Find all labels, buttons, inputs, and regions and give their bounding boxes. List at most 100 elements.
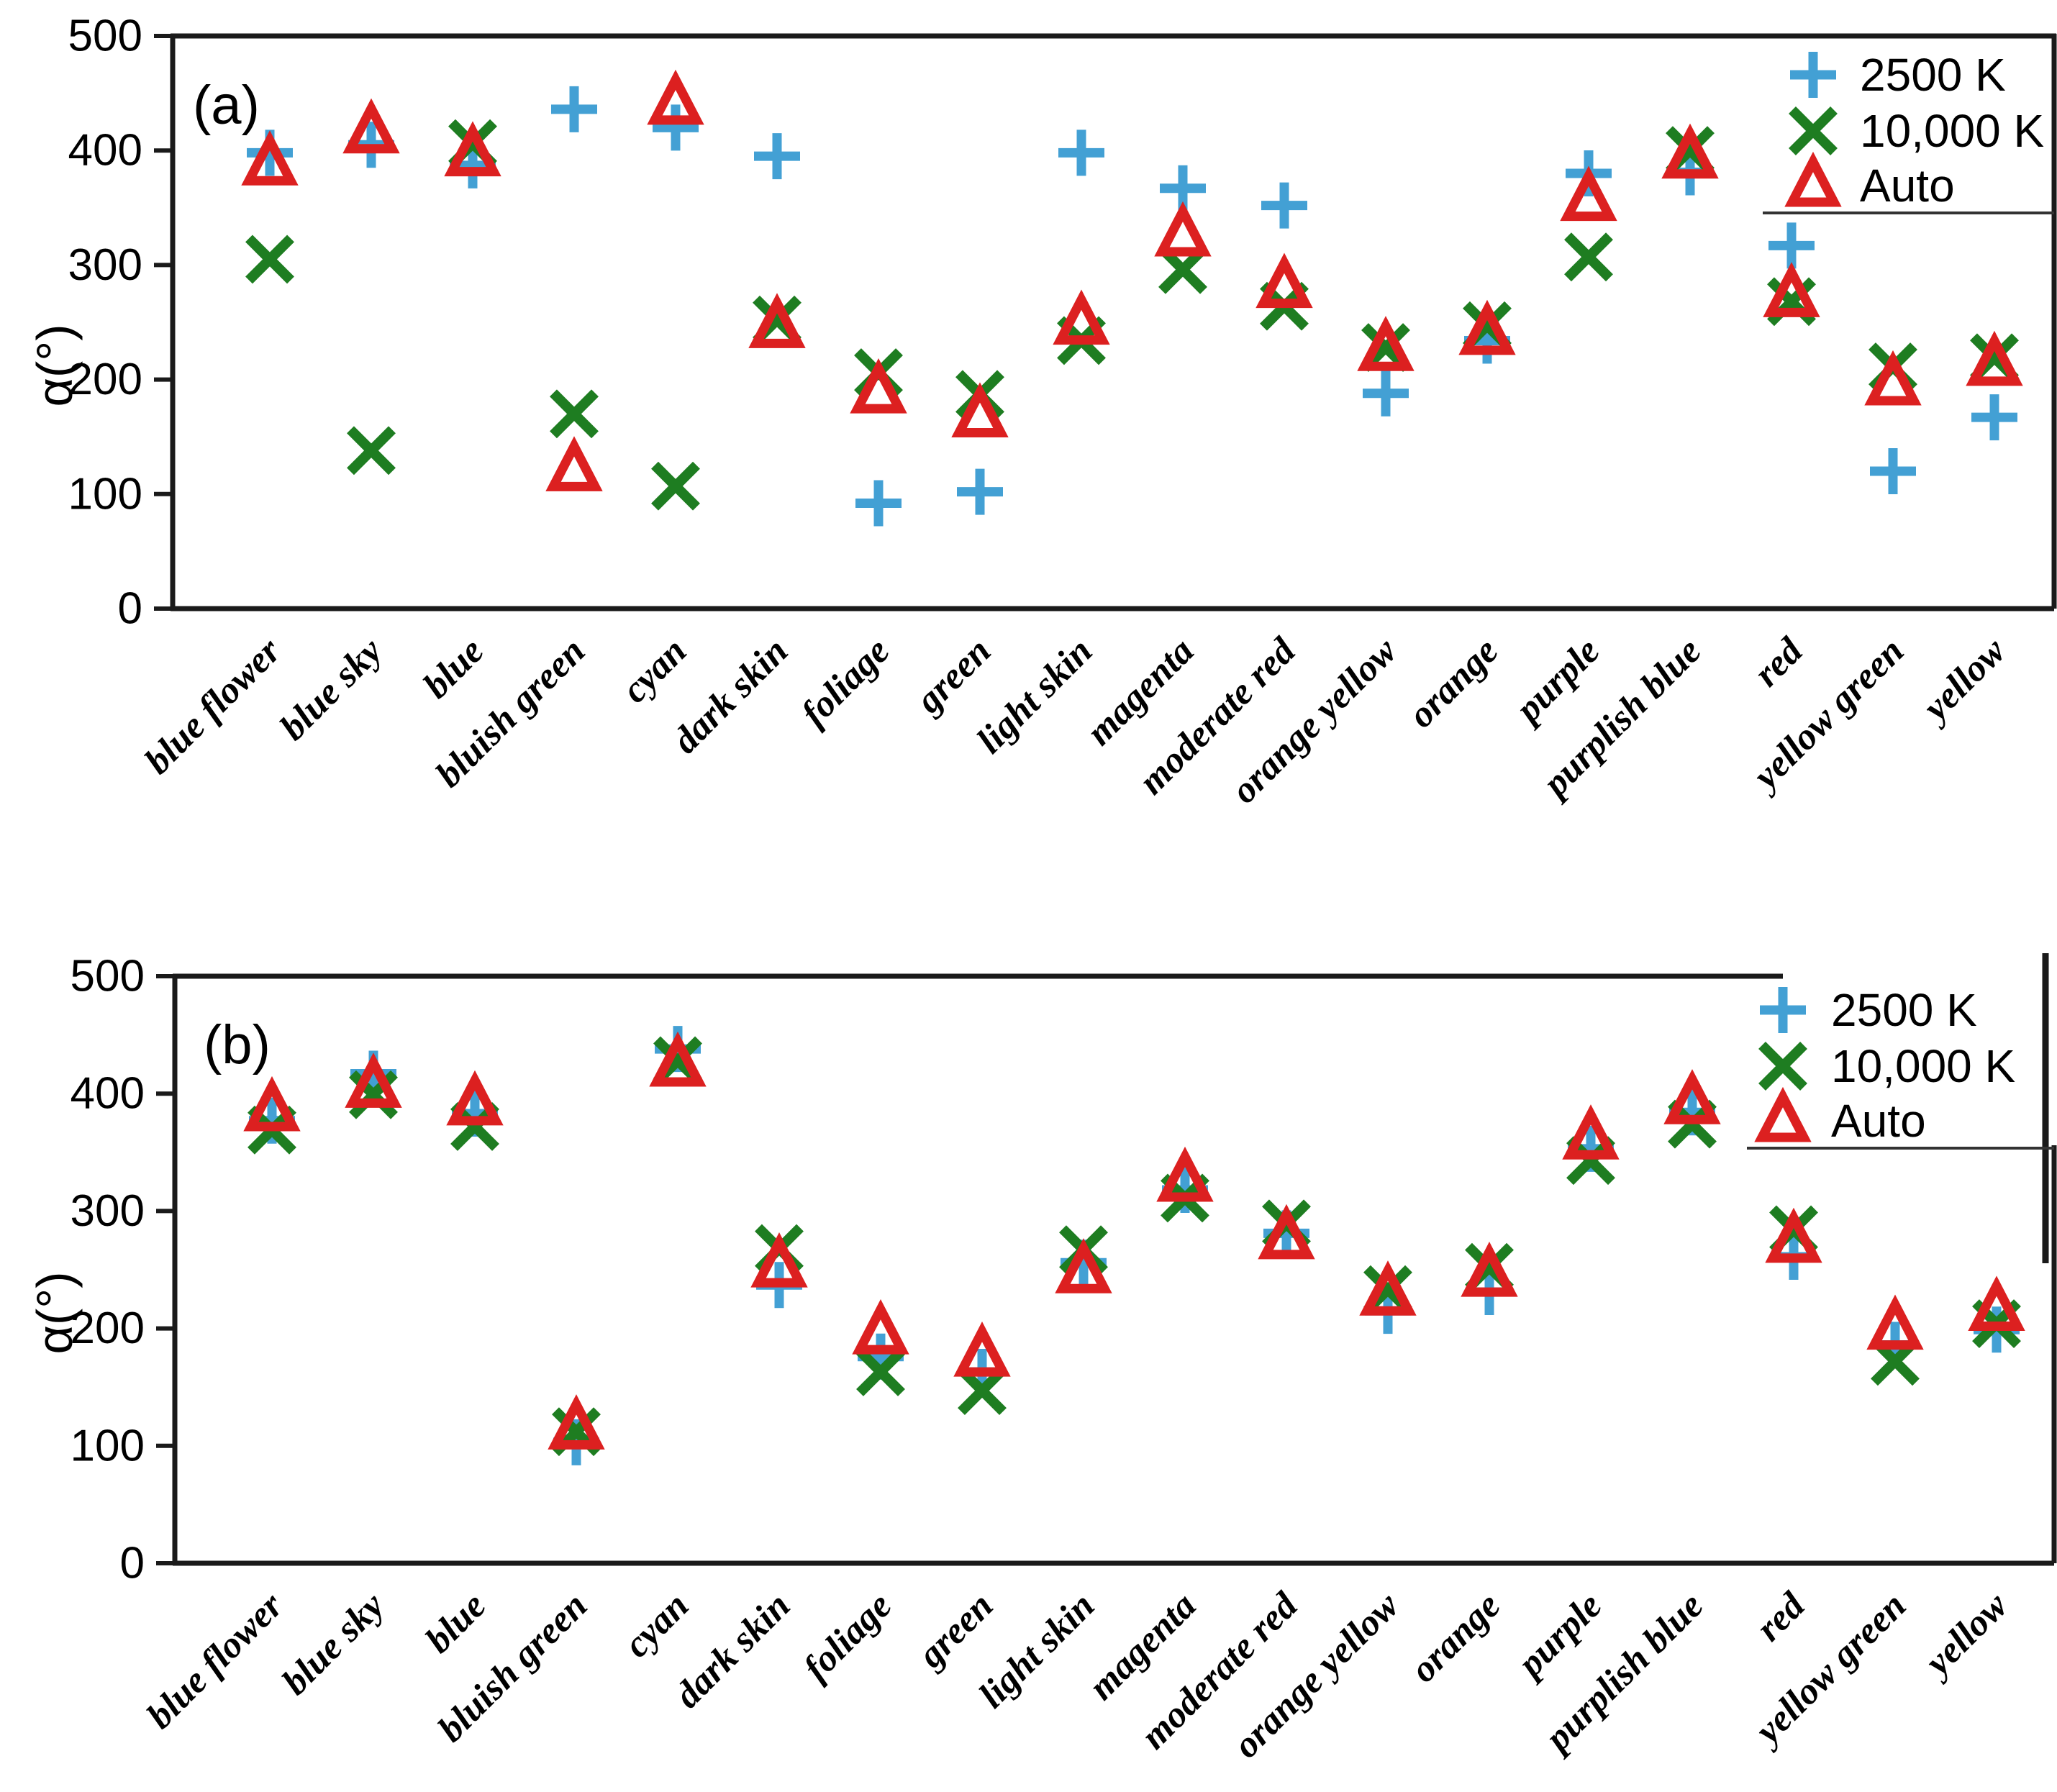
- marker-triangle: [852, 1298, 909, 1355]
- category-label: blue sky: [275, 1585, 394, 1704]
- marker-triangle: [1461, 1242, 1518, 1297]
- marker-triangle: [345, 1052, 402, 1108]
- marker-x: [651, 461, 700, 511]
- category-label: purple: [1506, 630, 1607, 732]
- category-label: blue: [418, 1585, 494, 1661]
- marker-triangle-legend: [1784, 151, 1842, 207]
- marker-x: [347, 426, 396, 476]
- marker-triangle: [951, 382, 1009, 438]
- marker-plus-legend: [1760, 987, 1806, 1033]
- category-label: cyan: [614, 630, 695, 711]
- marker-triangle: [1661, 123, 1719, 179]
- marker-triangle: [750, 1232, 808, 1288]
- legend-background: [1784, 947, 2057, 1145]
- marker-x: [550, 389, 599, 439]
- legend-label: Auto: [1831, 1095, 1926, 1147]
- category-label: blue flower: [140, 1585, 291, 1737]
- y-axis-title: α(°): [27, 1271, 83, 1354]
- y-tick-label: 0: [118, 584, 142, 634]
- marker-x: [958, 1366, 1007, 1416]
- marker-triangle: [1966, 330, 2023, 386]
- marker-plus: [1870, 447, 1916, 494]
- marker-plus: [1971, 394, 2017, 441]
- marker-triangle: [1255, 253, 1313, 309]
- marker-x: [856, 1347, 905, 1396]
- panel-label: (a): [193, 75, 260, 136]
- marker-plus: [1768, 222, 1815, 269]
- marker-triangle: [649, 1031, 707, 1087]
- series-10-000-k: [245, 119, 2019, 511]
- y-tick-label: 300: [71, 1186, 145, 1236]
- legend-label: 10,000 K: [1831, 1040, 2015, 1092]
- marker-triangle: [850, 358, 907, 414]
- marker-triangle: [1560, 165, 1617, 222]
- y-tick-label: 500: [71, 952, 145, 1001]
- legend-label: Auto: [1860, 160, 1955, 212]
- category-label: foliage: [796, 1585, 899, 1688]
- category-label: green: [910, 1585, 1002, 1676]
- category-label: yellow: [1912, 630, 2014, 732]
- marker-triangle: [1053, 289, 1110, 345]
- marker-x: [1564, 232, 1613, 282]
- marker-plus: [1058, 129, 1104, 176]
- category-label: green: [908, 630, 999, 722]
- marker-plus: [1261, 182, 1307, 229]
- y-tick-label: 400: [71, 1069, 145, 1119]
- marker-plus: [754, 133, 800, 180]
- category-label: orange: [1403, 1585, 1509, 1691]
- marker-triangle-legend: [1754, 1086, 1812, 1142]
- legend-label: 10,000 K: [1860, 105, 2044, 157]
- marker-triangle: [1357, 316, 1415, 371]
- y-tick-label: 0: [120, 1539, 145, 1588]
- marker-triangle: [241, 130, 299, 186]
- legend-label: 2500 K: [1831, 984, 1977, 1036]
- category-label: purple: [1508, 1585, 1609, 1686]
- marker-triangle: [1458, 299, 1516, 355]
- marker-triangle: [1864, 350, 1922, 406]
- series-auto: [243, 1031, 2025, 1450]
- category-label: red: [1746, 629, 1811, 694]
- y-tick-label: 400: [68, 126, 142, 176]
- y-tick-label: 500: [68, 12, 142, 61]
- y-tick-label: 200: [68, 355, 142, 404]
- marker-triangle: [1562, 1104, 1620, 1160]
- marker-triangle: [748, 293, 806, 348]
- series-auto: [241, 69, 2023, 491]
- plot-border: [172, 973, 2057, 1566]
- category-label: foliage: [794, 630, 897, 734]
- legend-label: 2500 K: [1860, 49, 2006, 101]
- marker-x-legend: [1789, 106, 1838, 155]
- marker-triangle: [545, 436, 603, 491]
- category-label: blue: [416, 630, 492, 706]
- category-label: orange: [1401, 630, 1507, 736]
- marker-triangle: [342, 98, 400, 154]
- marker-triangle: [1866, 1294, 1924, 1350]
- category-label: red: [1748, 1584, 1813, 1649]
- marker-plus: [957, 468, 1003, 515]
- marker-triangle: [444, 121, 501, 177]
- marker-triangle: [1763, 262, 1820, 317]
- marker-plus: [1363, 370, 1409, 417]
- y-tick-label: 100: [68, 469, 142, 519]
- series-2500-k: [247, 86, 2017, 527]
- y-axis-title: α(°): [27, 324, 83, 406]
- marker-triangle: [446, 1070, 504, 1126]
- category-label: blue sky: [273, 630, 391, 749]
- marker-triangle: [548, 1394, 605, 1450]
- marker-x-legend: [1758, 1042, 1807, 1091]
- series-2500-k: [249, 1026, 2020, 1465]
- marker-plus: [855, 480, 902, 527]
- marker-triangle: [1055, 1238, 1112, 1293]
- series-10-000-k: [248, 1036, 2021, 1457]
- marker-triangle: [1258, 1204, 1315, 1260]
- category-label: blue flower: [137, 630, 289, 782]
- y-axis: 0 100 200 300 400 500: [68, 12, 173, 634]
- marker-triangle: [1968, 1275, 2025, 1331]
